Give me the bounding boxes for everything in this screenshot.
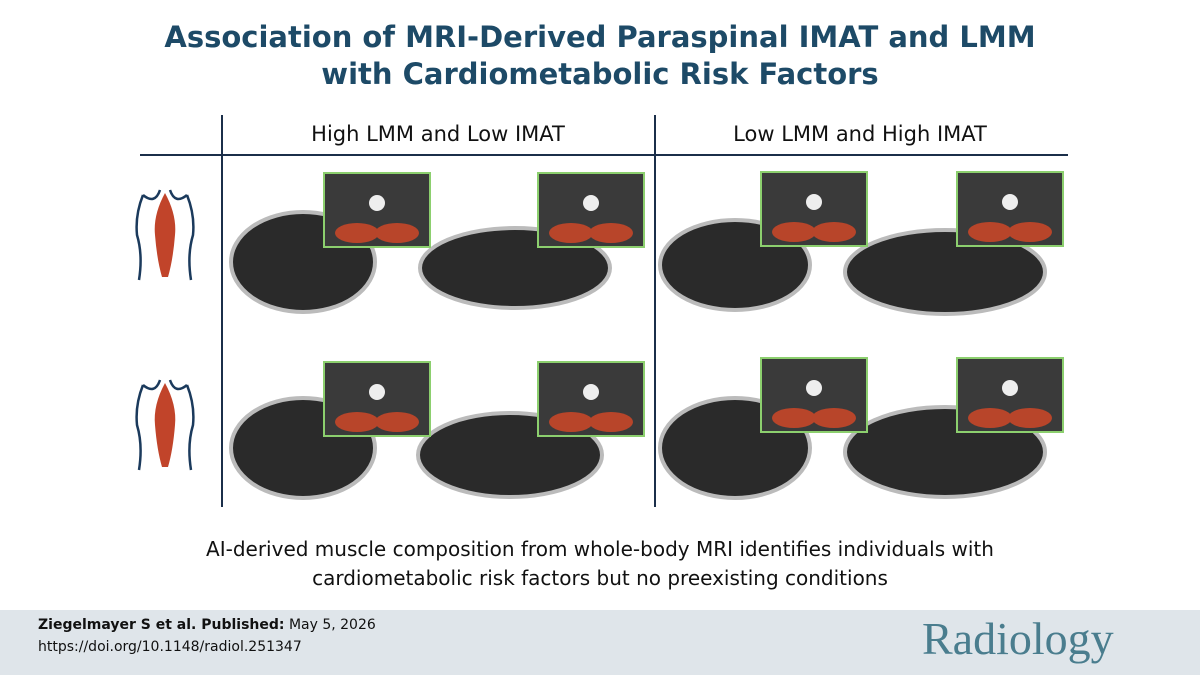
caption-line: cardiometabolic risk factors but no pree…: [312, 566, 888, 590]
footer: Ziegelmayer S et al. Published: May 5, 2…: [0, 610, 1200, 675]
caption-line: AI-derived muscle composition from whole…: [206, 537, 994, 561]
authors: Ziegelmayer S et al. Published:: [38, 617, 285, 633]
doi: https://doi.org/10.1148/radiol.251347: [38, 639, 302, 655]
column-header: Low LMM and High IMAT: [733, 122, 987, 146]
journal-logo: Radiology: [922, 613, 1114, 664]
title-line: Association of MRI-Derived Paraspinal IM…: [164, 20, 1036, 54]
figure: [135, 115, 1068, 507]
title-line: with Cardiometabolic Risk Factors: [321, 57, 879, 91]
column-header: High LMM and Low IMAT: [311, 122, 565, 146]
date: May 5, 2026: [288, 617, 376, 633]
